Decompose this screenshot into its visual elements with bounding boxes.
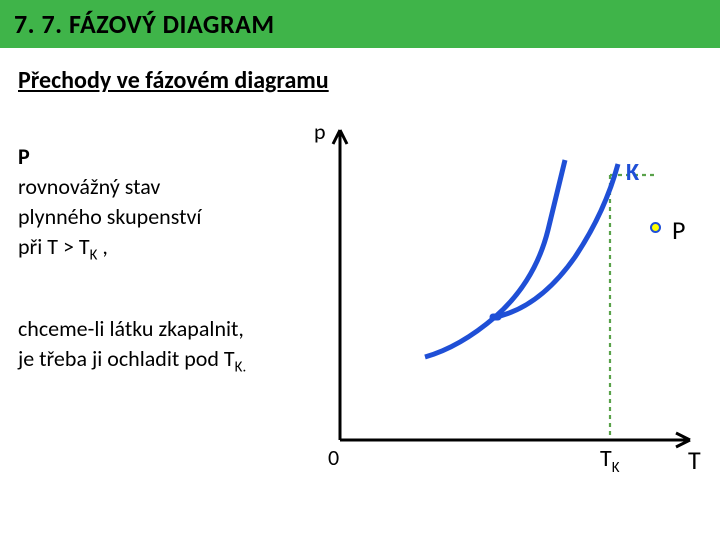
label-P-point: P xyxy=(672,214,685,246)
label-Tk-sub: K xyxy=(612,459,620,477)
label-origin: 0 xyxy=(328,444,339,471)
text-line-6a: je třeba ji ochladit pod T xyxy=(18,345,235,372)
text-line-4b: , xyxy=(97,233,107,260)
text-line-6-sub: K. xyxy=(235,358,247,376)
curve-lower xyxy=(425,160,565,357)
header-title: 7. 7. FÁZOVÝ DIAGRAM xyxy=(0,8,275,40)
diagram-svg xyxy=(310,112,710,472)
label-Tk-main: T xyxy=(600,444,612,473)
label-K: K xyxy=(626,158,639,187)
label-Tk: TK xyxy=(600,444,620,477)
text-line-5: chceme-li látku zkapalnit, xyxy=(18,314,244,344)
text-line-3: plynného skupenství xyxy=(18,202,201,232)
label-p-axis: p xyxy=(314,118,326,145)
label-T-axis: T xyxy=(688,444,701,476)
header-bar: 7. 7. FÁZOVÝ DIAGRAM xyxy=(0,0,720,48)
text-line-4a: při T > T xyxy=(18,233,90,260)
text-line-6: je třeba ji ochladit pod TK. xyxy=(18,344,246,378)
text-P: P xyxy=(18,142,30,172)
content-area: P rovnovážný stav plynného skupenství př… xyxy=(0,112,720,540)
text-line-4: při T > TK , xyxy=(18,232,108,266)
phase-diagram: p 0 T K P TK xyxy=(310,112,710,502)
text-line-2: rovnovážný stav xyxy=(18,172,160,202)
subtitle: Přechody ve fázovém diagramu xyxy=(0,48,720,95)
point-P-marker xyxy=(650,222,661,233)
label-P-bold: P xyxy=(18,143,30,170)
